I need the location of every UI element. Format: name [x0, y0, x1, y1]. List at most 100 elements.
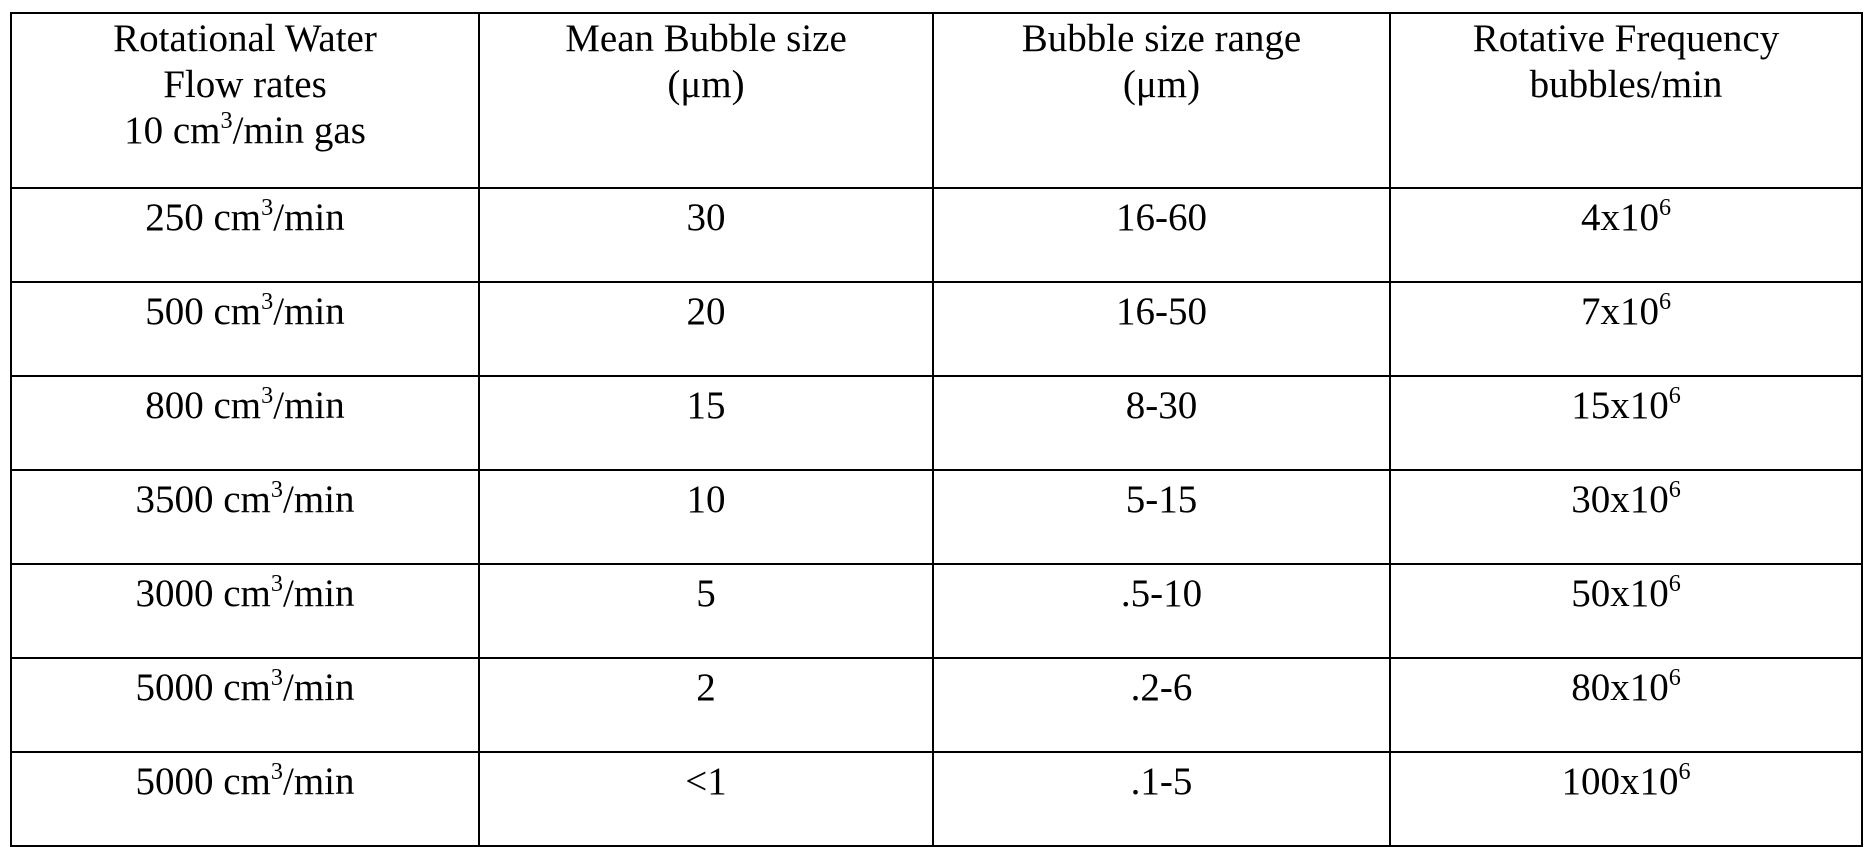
text: 80x10 — [1571, 666, 1669, 709]
header-cell: Rotational WaterFlow rates10 cm3/min gas — [11, 13, 479, 188]
header-row: Rotational WaterFlow rates10 cm3/min gas… — [11, 13, 1862, 188]
superscript: 6 — [1669, 476, 1681, 503]
superscript: 6 — [1669, 382, 1681, 409]
table-body: 250 cm3/min3016-604x106500 cm3/min2016-5… — [11, 188, 1862, 846]
header-line: Rotational Water — [12, 16, 478, 62]
table-cell: 15x106 — [1390, 376, 1862, 470]
text: 15 — [687, 384, 726, 427]
text: 20 — [687, 290, 726, 333]
table-cell: 800 cm3/min — [11, 376, 479, 470]
text: <1 — [685, 760, 727, 803]
table-cell: 15 — [479, 376, 933, 470]
header-line: Flow rates — [12, 62, 478, 108]
table-cell: <1 — [479, 752, 933, 846]
table-cell: 16-50 — [933, 282, 1390, 376]
table-cell: 50x106 — [1390, 564, 1862, 658]
superscript: 3 — [261, 382, 273, 409]
header-cell: Mean Bubble size(μm) — [479, 13, 933, 188]
superscript: 3 — [261, 288, 273, 315]
data-table: Rotational WaterFlow rates10 cm3/min gas… — [10, 12, 1863, 847]
text: .2-6 — [1131, 666, 1193, 709]
header-line: (μm) — [934, 62, 1389, 108]
text: 10 — [687, 478, 726, 521]
text: Flow rates — [163, 63, 327, 106]
table-cell: .5-10 — [933, 564, 1390, 658]
text: /min — [283, 572, 355, 615]
text: 250 cm — [145, 196, 261, 239]
text: 8-30 — [1126, 384, 1198, 427]
table-cell: 80x106 — [1390, 658, 1862, 752]
superscript: 3 — [261, 194, 273, 221]
text: .1-5 — [1131, 760, 1193, 803]
text: 4x10 — [1581, 196, 1659, 239]
text: .5-10 — [1121, 572, 1202, 615]
superscript: 3 — [221, 107, 233, 134]
table-cell: 100x106 — [1390, 752, 1862, 846]
text: 30x10 — [1571, 478, 1669, 521]
text: 5-15 — [1126, 478, 1198, 521]
superscript: 3 — [271, 664, 283, 691]
table-row: 500 cm3/min 20 16-50 7x106 — [11, 282, 1862, 376]
table-cell: 7x106 — [1390, 282, 1862, 376]
table-cell: 20 — [479, 282, 933, 376]
text: 800 cm — [145, 384, 261, 427]
table-cell: 5000 cm3/min — [11, 658, 479, 752]
text: /min — [283, 760, 355, 803]
table-cell: 8-30 — [933, 376, 1390, 470]
table-wrap: Rotational WaterFlow rates10 cm3/min gas… — [10, 12, 1863, 847]
header-line: Rotative Frequency — [1391, 16, 1861, 62]
text: /min gas — [233, 109, 366, 152]
header-line: Bubble size range — [934, 16, 1389, 62]
table-row: 5000 cm3/min2.2-680x106 — [11, 658, 1862, 752]
superscript: 6 — [1669, 570, 1681, 597]
table-cell: 30 — [479, 188, 933, 282]
superscript: 3 — [271, 476, 283, 503]
superscript: 3 — [271, 570, 283, 597]
table-cell: 30x106 — [1390, 470, 1862, 564]
text: 7x10 — [1581, 290, 1659, 333]
table-cell: 500 cm3/min — [11, 282, 479, 376]
table-cell: .1-5 — [933, 752, 1390, 846]
text: 5 — [696, 572, 716, 615]
text: 3000 cm — [135, 572, 270, 615]
header-cell: Bubble size range(μm) — [933, 13, 1390, 188]
text: 3500 cm — [135, 478, 270, 521]
text: 100x10 — [1561, 760, 1678, 803]
table-row: 250 cm3/min 30 16-60 4x106 — [11, 188, 1862, 282]
table-cell: 3500 cm3/min — [11, 470, 479, 564]
text: 16-60 — [1116, 196, 1207, 239]
table-cell: 250 cm3/min — [11, 188, 479, 282]
table-cell: 4x106 — [1390, 188, 1862, 282]
table-row: 800 cm3/min 15 8-30 15x106 — [11, 376, 1862, 470]
superscript: 6 — [1678, 758, 1690, 785]
table-cell: 5000 cm3/min — [11, 752, 479, 846]
table-cell: 16-60 — [933, 188, 1390, 282]
text: 5000 cm — [135, 666, 270, 709]
text: 16-50 — [1116, 290, 1207, 333]
page: Rotational WaterFlow rates10 cm3/min gas… — [0, 0, 1871, 821]
text: Mean Bubble size — [565, 17, 847, 60]
text: 15x10 — [1571, 384, 1669, 427]
text: /min — [283, 478, 355, 521]
text: Rotative Frequency — [1473, 17, 1780, 60]
text: Bubble size range — [1022, 17, 1301, 60]
table-cell: 2 — [479, 658, 933, 752]
text: Rotational Water — [113, 17, 377, 60]
superscript: 6 — [1659, 194, 1671, 221]
superscript: 3 — [271, 758, 283, 785]
text: (μm) — [1123, 63, 1200, 106]
text: 500 cm — [145, 290, 261, 333]
text: 50x10 — [1571, 572, 1669, 615]
text: bubbles/min — [1530, 63, 1723, 106]
text: 10 cm — [124, 109, 220, 152]
header-line: (μm) — [480, 62, 932, 108]
header-line: bubbles/min — [1391, 62, 1861, 108]
text: /min — [273, 384, 345, 427]
superscript: 6 — [1659, 288, 1671, 315]
text: (μm) — [667, 63, 744, 106]
text: 30 — [687, 196, 726, 239]
header-cell: Rotative Frequencybubbles/min — [1390, 13, 1862, 188]
header-line: 10 cm3/min gas — [12, 108, 478, 154]
text: 5000 cm — [135, 760, 270, 803]
text: /min — [283, 666, 355, 709]
